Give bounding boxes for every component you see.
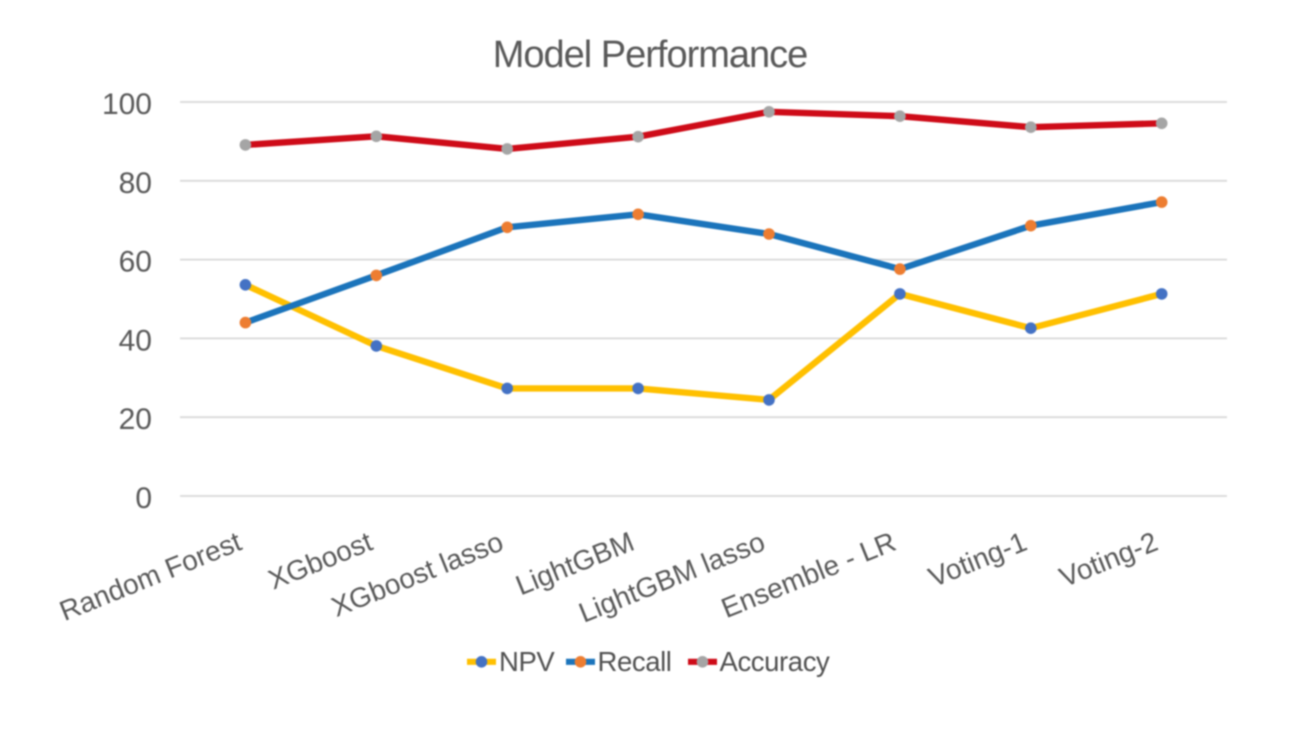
svg-text:100: 100 [102,88,152,121]
svg-text:60: 60 [119,246,152,279]
svg-text:NPV: NPV [499,646,555,677]
svg-text:Recall: Recall [598,646,672,677]
svg-text:0: 0 [135,482,152,515]
svg-text:20: 20 [119,403,152,436]
svg-text:Accuracy: Accuracy [720,646,831,677]
svg-text:Model Performance: Model Performance [493,34,808,76]
svg-text:80: 80 [119,167,152,200]
svg-text:40: 40 [119,324,152,357]
